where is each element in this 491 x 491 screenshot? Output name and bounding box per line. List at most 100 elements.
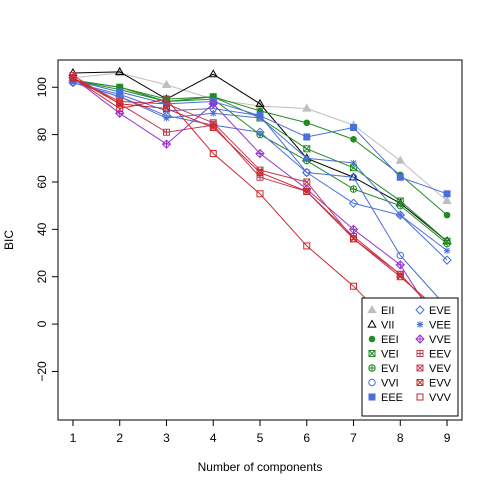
data-point-vvv-2	[116, 105, 124, 113]
legend-label-vvi: VVI	[381, 378, 399, 390]
data-point-evv-5	[256, 169, 264, 176]
data-point-eve-8	[395, 210, 405, 220]
data-point-eei-6	[303, 119, 311, 127]
data-point-vve-5	[255, 148, 265, 159]
legend-marker-eee	[368, 393, 376, 401]
legend-item-evv: EVV	[416, 378, 452, 390]
data-point-eee-8	[396, 173, 404, 181]
x-axis-label: Number of components	[198, 460, 323, 474]
legend-label-eve: EVE	[429, 305, 451, 317]
data-point-eei-7	[350, 136, 357, 143]
legend-label-vev: VEV	[429, 363, 452, 375]
legend-item-eei: EEI	[368, 334, 399, 346]
data-point-vvv-7	[350, 282, 358, 290]
data-point-vee-9	[443, 247, 451, 254]
legend-label-eee: EEE	[381, 392, 403, 404]
legend-marker-vev	[416, 364, 424, 372]
legend-item-vee: VEE	[416, 320, 451, 332]
legend-marker-eve	[415, 305, 425, 315]
legend-item-vvv: VVV	[416, 392, 452, 404]
y-tick-label: 60	[35, 175, 49, 189]
data-point-vvv-6	[303, 242, 311, 250]
legend-marker-vve	[415, 334, 425, 344]
data-point-vvv-1	[69, 74, 77, 82]
legend-marker-eev	[416, 350, 424, 357]
data-point-evv-4	[209, 124, 217, 131]
legend-label-vii: VII	[381, 320, 394, 332]
legend-marker-vii	[367, 319, 377, 328]
x-tick-label: 9	[444, 431, 451, 445]
data-point-vei-6	[303, 145, 311, 153]
legend-item-vii: VII	[367, 319, 394, 332]
legend-item-vei: VEI	[368, 349, 399, 361]
y-tick-label: 40	[35, 222, 49, 236]
legend-item-eii: EII	[367, 304, 394, 317]
data-point-eve-9	[442, 255, 452, 265]
legend-item-eve: EVE	[415, 305, 451, 317]
data-point-evv-6	[303, 187, 311, 195]
data-point-vee-6	[303, 155, 310, 162]
legend-box	[361, 297, 459, 417]
legend-label-eei: EEI	[381, 334, 399, 346]
data-point-vvi-7	[349, 173, 358, 181]
axis-layer: 1 2 3 4 5 6 7 8 9 −20 0 20 40 60 80 100	[35, 77, 451, 445]
data-point-evv-8	[396, 273, 404, 281]
legend-marker-evv	[416, 379, 424, 386]
data-point-vev-6	[303, 178, 311, 186]
data-point-eee-9	[443, 190, 451, 198]
data-point-vvv-4	[209, 150, 217, 158]
y-tick-label: 0	[35, 320, 49, 327]
data-point-vii-5	[255, 98, 265, 107]
data-point-vvv-5	[256, 190, 264, 198]
data-point-vee-5	[256, 114, 264, 122]
legend: EII VII EEI VEI EVI VVI EEE EVE VEE VVE EEV VEV EVV V…	[361, 297, 459, 417]
data-point-vvi-8	[396, 251, 404, 260]
series-line-vii	[72, 71, 448, 242]
data-point-vee-4	[210, 110, 217, 117]
data-point-eii-8	[395, 155, 405, 164]
data-point-evv-3	[162, 105, 170, 113]
x-tick-label: 7	[350, 431, 357, 445]
x-tick-label: 1	[70, 431, 77, 445]
data-point-evi-9	[443, 239, 451, 248]
data-point-eii-9	[442, 195, 452, 205]
data-point-eei-9	[443, 211, 451, 219]
legend-label-vve: VVE	[429, 334, 451, 346]
x-tick-label: 4	[210, 431, 217, 445]
series-vee	[69, 79, 451, 254]
legend-item-eev: EEV	[416, 349, 452, 361]
legend-marker-vee	[416, 321, 424, 328]
series-line-eve	[72, 82, 448, 261]
x-tick-label: 8	[397, 431, 404, 445]
data-point-vii-7	[348, 172, 359, 181]
legend-item-vvi: VVI	[368, 378, 399, 390]
legend-item-eee: EEE	[368, 392, 403, 404]
legend-item-vve: VVE	[415, 334, 451, 346]
data-point-eve-6	[302, 167, 312, 178]
y-tick-label: 20	[35, 270, 49, 284]
legend-marker-vvv	[416, 393, 424, 401]
y-axis-label: BIC	[2, 230, 16, 250]
x-tick-label: 3	[163, 431, 170, 445]
data-point-vvi-6	[303, 168, 311, 177]
data-point-vii-4	[208, 69, 218, 78]
legend-label-eii: EII	[381, 305, 394, 317]
data-point-eee-7	[350, 124, 358, 131]
data-point-vee-3	[163, 114, 170, 122]
legend-marker-eii	[367, 304, 377, 314]
data-point-eee-6	[303, 133, 311, 141]
x-tick-label: 6	[303, 431, 310, 445]
data-point-vee-8	[397, 211, 404, 219]
data-point-eev-3	[162, 128, 170, 136]
legend-marker-eei	[368, 335, 376, 343]
legend-item-evi: EVI	[368, 363, 399, 375]
data-point-eve-7	[348, 198, 359, 208]
legend-marker-evi	[368, 364, 376, 372]
legend-label-vei: VEI	[381, 349, 399, 361]
data-point-vii-2	[115, 66, 125, 75]
data-point-vee-7	[350, 159, 357, 167]
data-point-eve-5	[255, 127, 265, 137]
data-point-vve-8	[395, 260, 405, 270]
y-tick-label: −20	[35, 361, 49, 382]
